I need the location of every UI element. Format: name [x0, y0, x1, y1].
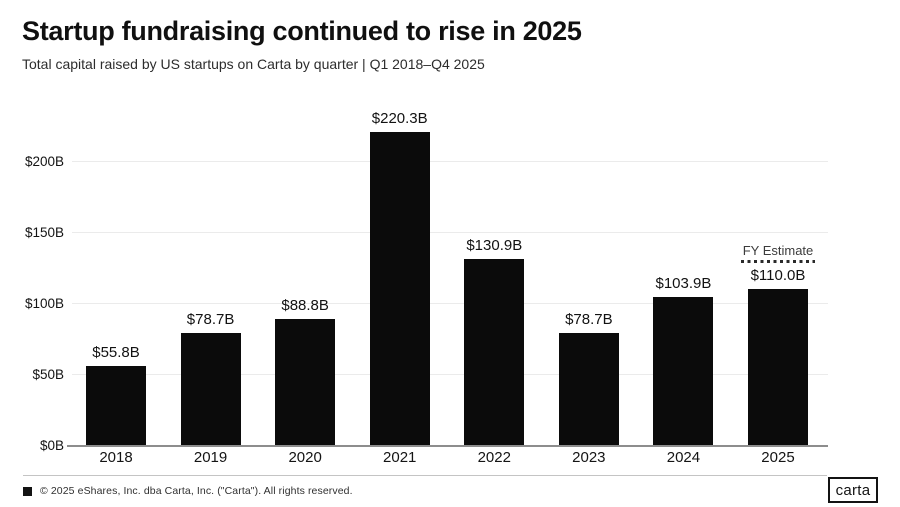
bar-2019	[181, 333, 241, 445]
bar-2024	[653, 297, 713, 445]
bar-2018	[86, 366, 146, 445]
y-tick-$200B: $200B	[24, 154, 64, 169]
gridline-$200B	[72, 161, 828, 162]
value-label-2022: $130.9B	[466, 237, 523, 254]
x-tick-2023: 2023	[572, 449, 606, 466]
page-subtitle: Total capital raised by US startups on C…	[22, 56, 485, 72]
y-tick-$100B: $100B	[24, 296, 64, 311]
x-tick-2024: 2024	[666, 449, 701, 466]
value-label-2024: $103.9B	[655, 275, 712, 292]
value-label-2018: $55.8B	[92, 344, 140, 361]
x-tick-2022: 2022	[477, 449, 511, 466]
x-tick-2020: 2020	[288, 449, 322, 466]
gridline-$50B	[72, 374, 828, 375]
x-tick-2021: 2021	[383, 449, 417, 466]
x-tick-2019: 2019	[193, 449, 228, 466]
square-bullet-icon	[23, 486, 32, 496]
bar-2021	[370, 132, 430, 445]
value-label-2023: $78.7B	[565, 311, 613, 328]
copyright-text: © 2025 eShares, Inc. dba Carta, Inc. ("C…	[40, 485, 353, 497]
fy-estimate-label: FY Estimate	[742, 243, 814, 258]
x-tick-2025: 2025	[761, 449, 795, 466]
page-title: Startup fundraising continued to rise in…	[22, 16, 582, 46]
y-tick-$0B: $0B	[39, 438, 64, 453]
gridline-$100B	[72, 303, 828, 304]
carta-logo: carta	[828, 477, 878, 503]
x-axis-line	[67, 445, 828, 447]
y-tick-$150B: $150B	[24, 225, 64, 240]
value-label-2025: $110.0B	[750, 267, 806, 284]
value-label-2019: $78.7B	[186, 311, 235, 328]
value-label-2021: $220.3B	[371, 110, 428, 127]
bar-2023	[559, 333, 619, 445]
gridline-$150B	[72, 232, 828, 233]
bar-2022	[464, 259, 524, 445]
y-tick-$50B: $50B	[32, 367, 64, 382]
footer-divider	[23, 475, 827, 476]
bar-2025	[748, 289, 808, 445]
bar-2020	[275, 319, 335, 445]
carta-logo-text: carta	[835, 481, 871, 499]
fy-estimate-dashed-line	[740, 260, 815, 263]
value-label-2020: $88.8B	[281, 297, 329, 314]
x-tick-2018: 2018	[99, 449, 133, 466]
footer: © 2025 eShares, Inc. dba Carta, Inc. ("C…	[23, 485, 353, 497]
